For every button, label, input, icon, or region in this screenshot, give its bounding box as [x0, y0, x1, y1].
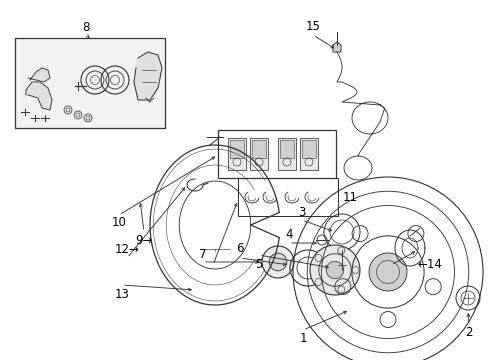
- Bar: [218, 130, 335, 178]
- Bar: [227, 138, 245, 170]
- Bar: [278, 138, 295, 170]
- Text: 9→: 9→: [135, 234, 152, 247]
- Text: 7: 7: [199, 248, 206, 261]
- Text: 5: 5: [255, 257, 262, 270]
- Text: 6: 6: [236, 242, 243, 255]
- Text: 15: 15: [305, 19, 320, 32]
- Bar: [280, 140, 293, 158]
- Circle shape: [368, 253, 406, 291]
- Circle shape: [269, 253, 286, 271]
- Text: 2: 2: [464, 325, 472, 338]
- Circle shape: [325, 261, 343, 279]
- Polygon shape: [28, 68, 50, 82]
- Circle shape: [262, 246, 293, 278]
- Bar: [299, 138, 317, 170]
- Bar: [238, 178, 337, 216]
- Text: 4: 4: [285, 228, 292, 240]
- Bar: [249, 138, 267, 170]
- Text: 10: 10: [111, 216, 126, 229]
- Bar: [302, 140, 315, 158]
- Bar: [229, 140, 244, 158]
- Text: 1: 1: [299, 332, 306, 345]
- Text: 8: 8: [82, 21, 89, 33]
- Text: 13: 13: [114, 288, 129, 301]
- Polygon shape: [26, 82, 52, 110]
- Circle shape: [309, 245, 359, 295]
- Bar: [251, 140, 265, 158]
- Polygon shape: [332, 42, 340, 52]
- Bar: [15, 38, 164, 128]
- Text: 11: 11: [342, 190, 357, 203]
- Text: 3: 3: [298, 206, 305, 219]
- Text: ←14: ←14: [417, 258, 442, 271]
- Text: 12→: 12→: [114, 243, 139, 256]
- Polygon shape: [134, 52, 162, 100]
